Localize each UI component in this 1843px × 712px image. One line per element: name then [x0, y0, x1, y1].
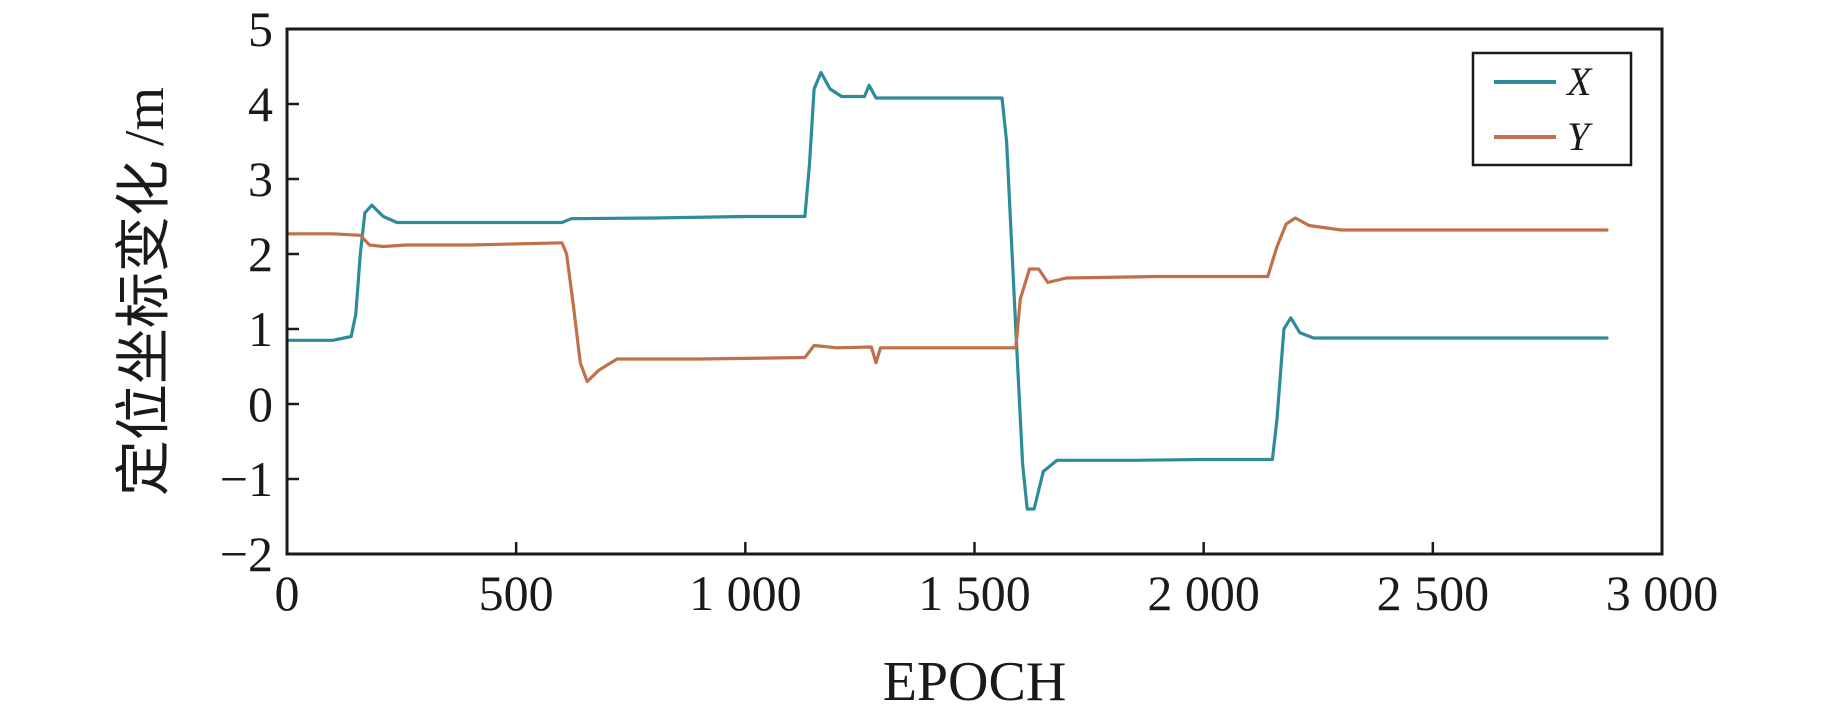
y-tick-label: 5 — [248, 1, 273, 57]
y-tick-label: 1 — [248, 301, 273, 357]
legend: X Y — [1471, 51, 1633, 167]
legend-label-x: X — [1565, 59, 1593, 104]
y-tick-label: −2 — [220, 526, 273, 582]
x-tick-label: 3 000 — [1606, 565, 1719, 621]
x-tick-label: 1 500 — [918, 565, 1031, 621]
x-tick-label: 500 — [479, 565, 554, 621]
legend-label-y: Y — [1567, 114, 1593, 159]
x-tick-label: 2 500 — [1377, 565, 1490, 621]
ticks-layer: 0 500 1 000 1 500 2 000 2 500 3 000 −2 −1 0 1 2 3 4 5 — [220, 1, 1718, 621]
x-axis-title: EPOCH — [883, 651, 1067, 712]
y-tick-label: 4 — [248, 76, 273, 132]
x-tick-label: 2 000 — [1147, 565, 1260, 621]
y-tick-label: −1 — [220, 451, 273, 507]
series-line-x — [285, 70, 1609, 511]
x-tick-label: 1 000 — [689, 565, 802, 621]
legend-box — [1471, 51, 1633, 167]
plot-area — [287, 29, 1662, 554]
y-axis-title: 定位坐标变化 /m — [114, 87, 176, 496]
series-layer — [285, 70, 1609, 511]
y-tick-label: 3 — [248, 151, 273, 207]
series-line-y — [285, 216, 1609, 384]
y-tick-label: 2 — [248, 226, 273, 282]
y-tick-label: 0 — [248, 376, 273, 432]
x-tick-label: 0 — [275, 565, 300, 621]
